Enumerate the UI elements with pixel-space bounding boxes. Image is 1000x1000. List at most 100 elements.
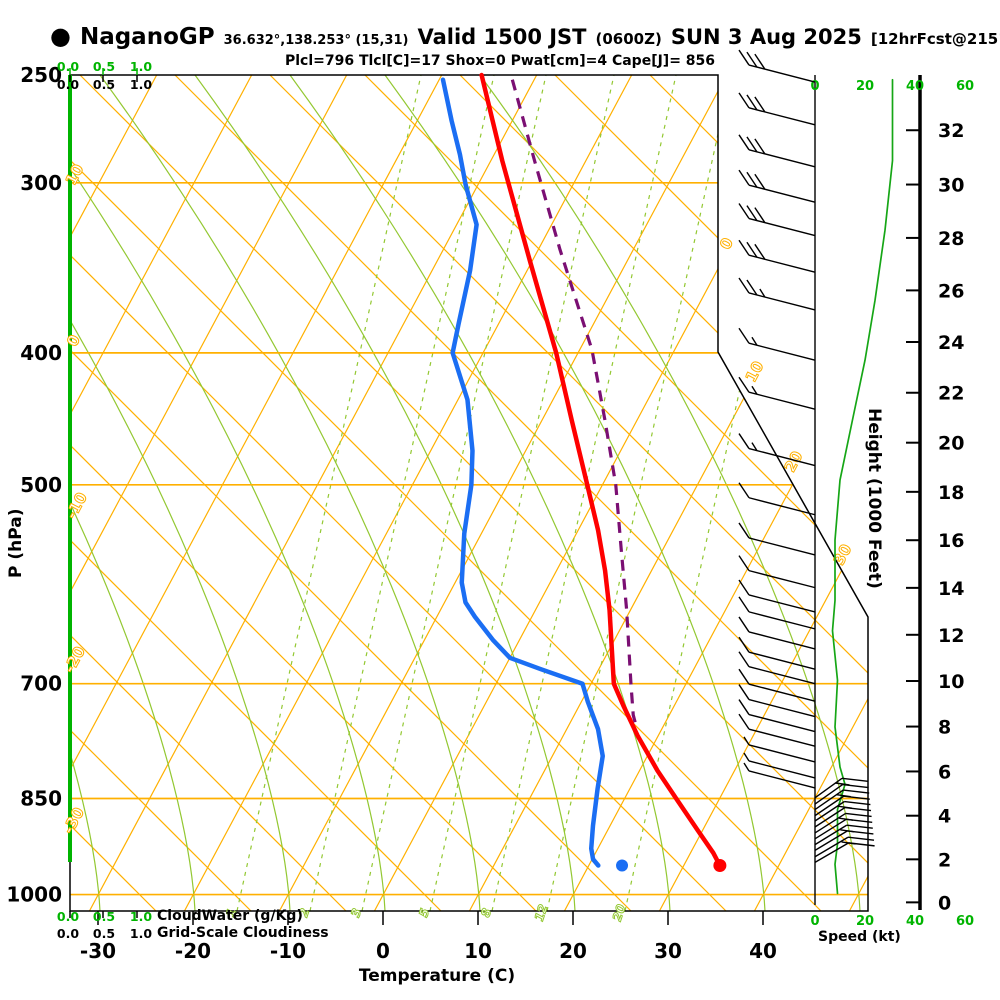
height-tick-label: 16 xyxy=(938,530,964,552)
moist-adiabat-line xyxy=(70,75,386,911)
cloudiness-scale-value-top: 0.0 xyxy=(57,77,79,92)
wind-barb-feather xyxy=(738,713,750,730)
wind-barb-half-feather xyxy=(743,752,750,762)
wind-barb-feather xyxy=(738,277,750,294)
wind-barb-feather xyxy=(845,812,872,818)
wind-barb-feather xyxy=(846,818,873,824)
wind-barb-shaft xyxy=(748,149,816,168)
temperature-tick-label: 10 xyxy=(464,939,492,963)
temperature-tick-label: 30 xyxy=(654,939,682,963)
wind-barb-feather xyxy=(746,136,758,153)
mixing-ratio-line xyxy=(309,75,495,911)
height-tick-label: 22 xyxy=(938,383,964,405)
station-bullet-icon: ● xyxy=(50,22,71,50)
wind-barb-shaft xyxy=(748,184,816,203)
mixing-ratio-line xyxy=(491,75,677,911)
height-tick-label: 12 xyxy=(938,625,964,647)
wind-barb-shaft xyxy=(748,217,816,237)
height-tick-label: 28 xyxy=(938,228,964,250)
wind-barb-feather xyxy=(738,579,750,596)
pressure-axis-title: P (hPa) xyxy=(6,508,26,579)
wind-barb-shaft xyxy=(748,713,816,733)
valid-date: SUN 3 Aug 2025 xyxy=(670,25,862,49)
mixing-ratio-line xyxy=(546,75,732,911)
cloudiness-scale-value-top: 0.5 xyxy=(93,77,115,92)
wind-barb-shaft xyxy=(748,698,816,718)
mixing-ratio-line xyxy=(361,75,547,911)
speed-tick-label-top: 0 xyxy=(810,79,819,94)
wind-barb-feather xyxy=(844,800,871,806)
pressure-tick-label: 1000 xyxy=(6,883,62,907)
pressure-tick-label: 250 xyxy=(20,63,62,87)
wind-barb-shaft xyxy=(748,254,816,273)
wind-speed-curve xyxy=(831,78,894,895)
wind-barb-shaft xyxy=(748,391,816,410)
wind-barb-feather xyxy=(738,239,750,256)
wind-barb-shaft xyxy=(814,818,847,840)
cloudiness-scale-value-bottom: 1.0 xyxy=(130,926,152,941)
height-tick-label: 8 xyxy=(938,717,951,739)
isotherm-line xyxy=(70,75,253,911)
wind-barb-shaft xyxy=(748,728,816,747)
wind-barb-feather xyxy=(738,169,750,186)
wind-barb-half-feather xyxy=(743,736,750,746)
height-tick-label: 20 xyxy=(938,433,964,455)
pressure-tick-label: 300 xyxy=(20,171,62,195)
dry-adiabat-line xyxy=(70,75,822,911)
wind-barb-feather xyxy=(847,836,875,841)
isotherm-label: 0 xyxy=(63,332,84,350)
dry-adiabat-line xyxy=(70,75,727,911)
height-tick-label: 10 xyxy=(938,671,964,693)
isotherm-line xyxy=(658,75,868,911)
speed-tick-label-top: 20 xyxy=(856,79,874,94)
cloudwater-axis-title: CloudWater (g/Kg) xyxy=(157,908,303,924)
wind-barb-shaft xyxy=(814,777,843,799)
wind-barb-feather xyxy=(738,699,750,715)
dry-adiabat-line xyxy=(174,75,868,911)
valid-time-utc: (0600Z) xyxy=(595,30,662,48)
wind-barb-feather xyxy=(738,596,750,613)
cloudiness-scale-value-top: 1.0 xyxy=(130,77,152,92)
isotherm-label: -20 xyxy=(60,643,89,675)
wind-barb-feather xyxy=(738,203,750,219)
dry-adiabat-line xyxy=(70,75,632,911)
cloudwater-scale-value-bottom: 0.0 xyxy=(57,909,79,924)
wind-barb-shaft xyxy=(814,800,845,822)
wind-barb-shaft xyxy=(748,594,816,613)
wind-barb-feather xyxy=(738,327,750,344)
wind-barb-shaft xyxy=(814,783,844,805)
sounding-parameters-line: Plcl=796 Tlcl[C]=17 Shox=0 Pwat[cm]=4 Ca… xyxy=(284,53,716,69)
dry-adiabat-line xyxy=(459,75,868,911)
moist-adiabat-line xyxy=(70,75,196,911)
speed-tick-label-bottom: 20 xyxy=(856,914,874,929)
height-tick-label: 32 xyxy=(938,120,964,142)
wind-barb-half-feather xyxy=(751,385,758,395)
height-tick-label: 4 xyxy=(938,806,951,828)
surface-temp-dot xyxy=(713,858,727,872)
temperature-curve xyxy=(479,72,723,868)
pressure-tick-label: 850 xyxy=(20,786,62,810)
wind-barb-feather xyxy=(754,243,766,260)
wind-barb-feather xyxy=(738,651,750,668)
cloudwater-scale-value-bottom: 0.5 xyxy=(93,909,115,924)
wind-barb-shaft xyxy=(814,830,848,852)
cloudiness-scale-value-bottom: 0.5 xyxy=(93,926,115,941)
isotherm-line xyxy=(70,75,348,911)
cloudwater-scale-value-top: 1.0 xyxy=(130,59,152,74)
wind-barb-shaft xyxy=(748,770,816,789)
height-tick-label: 30 xyxy=(938,175,964,197)
temperature-tick-label: 40 xyxy=(749,939,777,963)
surface-dewpoint-dot xyxy=(616,859,629,872)
background-line-families xyxy=(70,75,868,911)
height-tick-label: 26 xyxy=(938,280,964,302)
parcel-curve xyxy=(510,79,638,728)
wind-barb-feather xyxy=(738,668,750,685)
dry-adiabat-line xyxy=(364,75,868,911)
wind-barb-feather xyxy=(754,138,766,155)
mixing-ratio-label: 5 xyxy=(416,907,432,919)
wind-barb-shaft xyxy=(748,342,816,361)
isotherm-label: 0 xyxy=(716,235,737,253)
mixing-ratio-label: 8 xyxy=(478,907,494,919)
wind-barb-shaft xyxy=(814,789,844,811)
